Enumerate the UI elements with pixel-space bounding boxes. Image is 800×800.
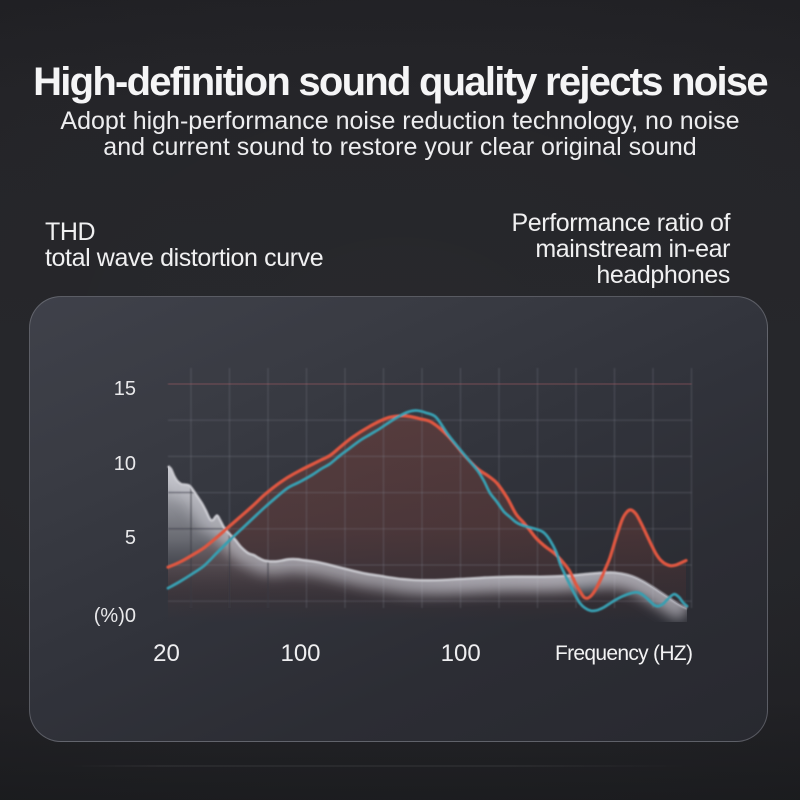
svg-text:10: 10 (114, 453, 136, 475)
svg-text:Frequency (HZ): Frequency (HZ) (555, 642, 692, 665)
svg-text:100: 100 (280, 640, 320, 667)
svg-text:15: 15 (114, 378, 136, 400)
svg-text:5: 5 (125, 527, 136, 549)
svg-text:(%)0: (%)0 (94, 605, 136, 627)
svg-text:20: 20 (153, 640, 180, 667)
svg-text:100: 100 (441, 640, 481, 667)
